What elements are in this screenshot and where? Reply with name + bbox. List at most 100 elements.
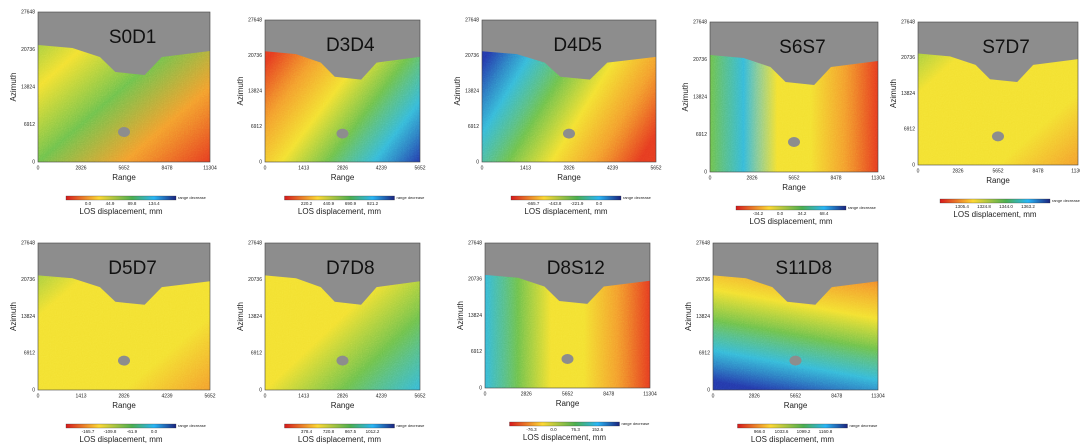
y-tick-label: 13824 [21, 84, 35, 90]
x-tick-label: 0 [484, 391, 487, 397]
y-tick-label: 0 [476, 159, 479, 165]
x-tick-label: 8478 [831, 393, 842, 399]
colorbar [510, 195, 622, 201]
x-tick-label: 8478 [1032, 168, 1043, 174]
no-data-area [38, 12, 210, 75]
x-tick-label: 8478 [603, 391, 614, 397]
x-tick-label: 5652 [992, 168, 1003, 174]
y-tick-label: 0 [707, 387, 710, 393]
y-axis-label: Azimuth [684, 302, 693, 331]
x-tick-label: 2826 [75, 165, 86, 171]
x-tick-label: 1413 [298, 393, 309, 399]
colorbar-label: LOS displacement, mm [79, 435, 162, 444]
y-tick-label: 27648 [468, 240, 482, 246]
y-tick-label: 6912 [699, 351, 710, 357]
x-tick-label: 11304 [871, 175, 885, 181]
x-axis-label: Range [556, 399, 580, 408]
x-tick-label: 4239 [376, 165, 387, 171]
panel-title: S7D7 [982, 37, 1030, 58]
y-tick-label: 13824 [468, 313, 482, 319]
y-axis-label: Azimuth [453, 77, 462, 106]
no-data-area [918, 22, 1078, 83]
panel: S11D8 27648 20736 13824 6912 00 2826 5652 8478 11… [684, 240, 885, 444]
y-tick-label: 0 [259, 387, 262, 393]
y-tick-label: 13824 [465, 88, 479, 94]
colorbar [65, 195, 177, 201]
panel-title: D4D5 [553, 35, 602, 56]
colorbar-tick-label: 440.9 [323, 201, 335, 206]
colorbar [284, 195, 395, 201]
colorbar-label: LOS displacement, mm [749, 217, 832, 226]
y-tick-label: 20736 [248, 53, 262, 59]
colorbar [735, 205, 847, 211]
colorbar-tick-label: 966.0 [754, 429, 766, 434]
y-axis-label: Azimuth [9, 302, 18, 331]
panel: S6S7 27648 20736 13824 6912 00 2826 5652 8478 113… [681, 19, 885, 226]
panel-title: S11D8 [775, 258, 832, 279]
x-axis-label: Range [784, 401, 808, 410]
x-tick-label: 5652 [788, 175, 799, 181]
no-data-area [38, 243, 210, 305]
y-tick-label: 6912 [904, 127, 915, 133]
colorbar [65, 423, 177, 429]
y-tick-label: 27648 [248, 17, 262, 23]
colorbar-note: range decrease [848, 205, 877, 210]
y-tick-label: 20736 [468, 277, 482, 283]
x-tick-label: 8478 [830, 175, 841, 181]
colorbar [284, 423, 395, 429]
colorbar-tick-label: -76.3 [526, 427, 537, 432]
colorbar-tick-label: 1305.4 [955, 204, 969, 209]
colorbar-tick-label: 0.0 [85, 201, 92, 206]
colorbar-tick-label: 68.4 [820, 211, 829, 216]
colorbar-tick-label: 0.0 [550, 427, 557, 432]
colorbar-tick-label: 867.5 [345, 429, 357, 434]
x-tick-label: 2826 [521, 391, 532, 397]
y-tick-label: 27648 [248, 240, 262, 246]
x-tick-label: 0 [264, 165, 267, 171]
colorbar-tick-label: 1344.0 [999, 204, 1013, 209]
y-tick-label: 6912 [251, 124, 262, 130]
colorbar-tick-label: 921.2 [367, 201, 379, 206]
x-tick-label: 2826 [563, 165, 574, 171]
colorbar-label: LOS displacement, mm [751, 435, 834, 444]
colorbar-tick-label: 152.6 [592, 427, 604, 432]
x-tick-label: 0 [712, 393, 715, 399]
y-tick-label: 13824 [696, 314, 710, 320]
colorbar-tick-label: -221.9 [571, 201, 584, 206]
colorbar-label: LOS displacement, mm [523, 433, 606, 442]
x-axis-label: Range [782, 183, 806, 192]
y-axis-label: Azimuth [236, 302, 245, 331]
y-tick-label: 13824 [248, 88, 262, 94]
colorbar-note: range decrease [623, 195, 652, 200]
colorbar-tick-label: 44.9 [106, 201, 115, 206]
y-axis-label: Azimuth [889, 79, 898, 108]
panel-title: D7D8 [326, 258, 375, 279]
y-tick-label: 20736 [248, 277, 262, 283]
colorbar-tick-label: 134.4 [148, 201, 160, 206]
colorbar-tick-label: 1363.2 [1021, 204, 1035, 209]
y-tick-label: 6912 [251, 351, 262, 357]
y-tick-label: 0 [479, 385, 482, 391]
colorbar-tick-label: 76.3 [571, 427, 580, 432]
no-data-area [485, 243, 650, 304]
colorbar-tick-label: -34.2 [753, 211, 764, 216]
colorbar-tick-label: 1099.2 [797, 429, 811, 434]
x-tick-label: 2826 [337, 393, 348, 399]
colorbar-label: LOS displacement, mm [298, 435, 381, 444]
y-tick-label: 6912 [24, 122, 35, 128]
x-tick-label: 8478 [161, 165, 172, 171]
colorbar-note: range decrease [397, 195, 426, 200]
colorbar [737, 423, 848, 429]
y-tick-label: 27648 [21, 240, 35, 246]
colorbar-tick-label: 0.0 [777, 211, 784, 216]
panel-title: D3D4 [326, 35, 375, 56]
x-axis-label: Range [112, 173, 136, 182]
y-tick-label: 20736 [901, 55, 915, 61]
panel-title: D8S12 [547, 258, 605, 279]
panel-title: D5D7 [108, 258, 157, 279]
y-axis-label: Azimuth [236, 77, 245, 106]
colorbar-label: LOS displacement, mm [524, 207, 607, 216]
colorbar-tick-label: 0.0 [596, 201, 603, 206]
x-tick-label: 5652 [118, 165, 129, 171]
